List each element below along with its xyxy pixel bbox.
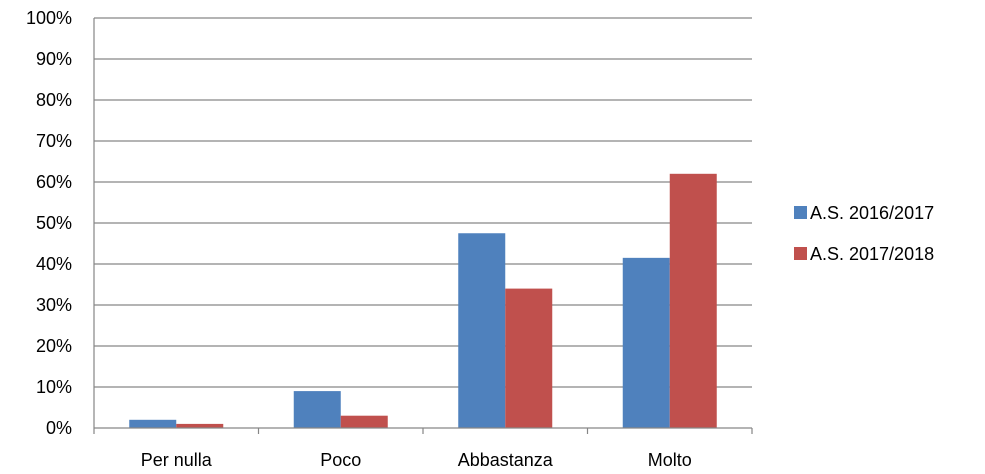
legend-label: A.S. 2016/2017 <box>810 203 934 223</box>
y-tick-label: 50% <box>36 213 72 233</box>
y-tick-label: 40% <box>36 254 72 274</box>
x-tick-label: Molto <box>648 450 692 470</box>
y-tick-label: 10% <box>36 377 72 397</box>
y-tick-label: 20% <box>36 336 72 356</box>
legend-swatch <box>794 206 807 219</box>
y-tick-label: 70% <box>36 131 72 151</box>
bar <box>505 288 553 428</box>
bar <box>340 415 388 428</box>
bar <box>669 173 717 428</box>
bar <box>176 423 224 428</box>
x-axis-ticks: Per nulla Poco Abbastanza Molto <box>141 450 692 470</box>
bar <box>458 233 506 428</box>
gridlines <box>94 17 752 388</box>
x-tick-label: Poco <box>320 450 361 470</box>
y-tick-label: 30% <box>36 295 72 315</box>
axes <box>93 18 753 434</box>
bar <box>293 391 341 428</box>
y-tick-label: 0% <box>46 418 72 438</box>
y-tick-label: 100% <box>26 8 72 28</box>
x-tick-label: Per nulla <box>141 450 213 470</box>
x-tick-label: Abbastanza <box>458 450 554 470</box>
y-tick-label: 90% <box>36 49 72 69</box>
y-tick-label: 60% <box>36 172 72 192</box>
y-axis-ticks: 0% 10% 20% 30% 40% 50% 60% 70% 80% 90% 100% <box>26 8 72 438</box>
legend: A.S. 2016/2017 A.S. 2017/2018 <box>794 203 934 264</box>
legend-swatch <box>794 247 807 260</box>
bar <box>129 419 177 428</box>
legend-label: A.S. 2017/2018 <box>810 244 934 264</box>
y-tick-label: 80% <box>36 90 72 110</box>
bar <box>622 257 670 428</box>
bars <box>129 173 717 428</box>
